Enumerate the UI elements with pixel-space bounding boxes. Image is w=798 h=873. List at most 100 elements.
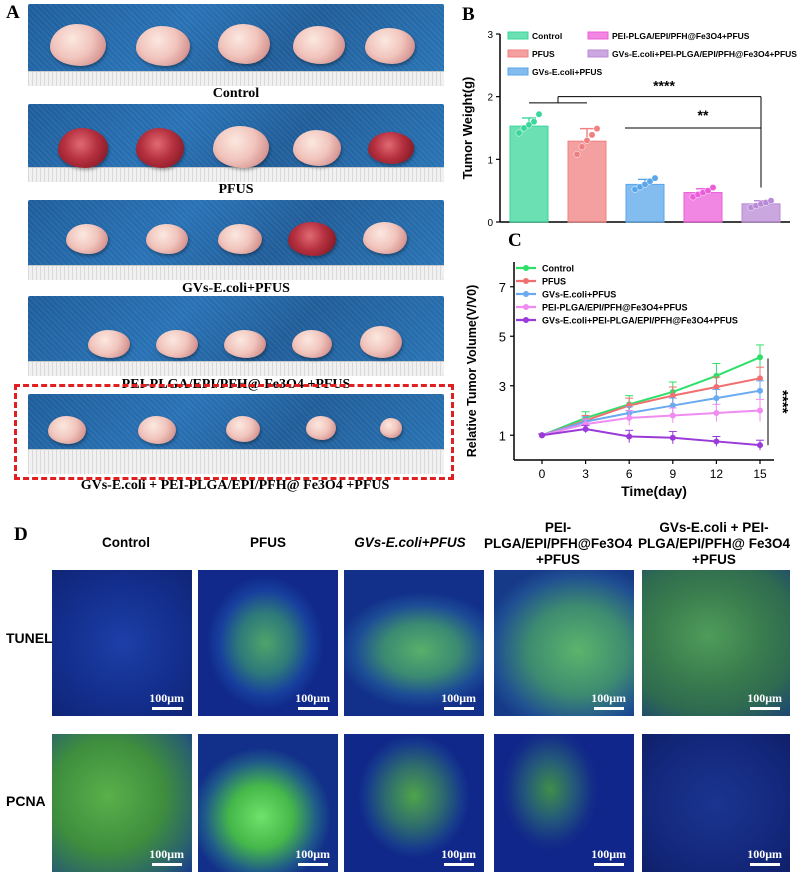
- scale-bar: 100μm: [295, 847, 330, 866]
- tumor: [218, 224, 262, 254]
- series-line: [541, 428, 761, 447]
- scale-label: 100μm: [441, 847, 476, 861]
- tumor: [50, 24, 106, 66]
- tunel-image-control: 100μm: [52, 570, 192, 716]
- data-point: [530, 118, 538, 126]
- tumor: [66, 224, 108, 254]
- panel-label-b: B: [462, 4, 475, 25]
- tumor: [365, 28, 415, 64]
- data-point: [669, 402, 676, 409]
- scale-bar: 100μm: [441, 847, 476, 866]
- scale-label: 100μm: [591, 691, 626, 705]
- data-point: [646, 177, 654, 185]
- tumor: [292, 330, 332, 358]
- ruler: [28, 167, 444, 182]
- data-point: [713, 395, 720, 402]
- sig-label: ****: [774, 390, 791, 414]
- tunel-image-gvs: 100μm: [344, 570, 484, 716]
- tumor: [363, 222, 407, 254]
- data-point: [757, 354, 763, 361]
- data-point: [757, 407, 763, 414]
- data-point: [757, 387, 763, 394]
- scale-bar: 100μm: [591, 691, 626, 710]
- legend-swatch: [507, 67, 529, 76]
- tumor: [368, 132, 414, 164]
- scale-bar: 100μm: [149, 691, 184, 710]
- data-point: [669, 392, 676, 399]
- data-point: [593, 125, 601, 133]
- tumor: [146, 224, 188, 254]
- data-point: [578, 143, 586, 151]
- series-line: [541, 409, 761, 437]
- x-tick-label: 0: [539, 467, 546, 481]
- tumor: [380, 418, 402, 438]
- row-header-tunel: TUNEL: [6, 630, 53, 646]
- tumor: [138, 416, 176, 444]
- y-tick-label: 5: [499, 329, 506, 344]
- tumor-photo-control: [28, 4, 444, 86]
- legend-marker: [523, 265, 529, 271]
- tumor: [156, 330, 198, 358]
- sig-label: **: [698, 107, 709, 123]
- legend-marker: [523, 278, 529, 284]
- y-tick-label: 3: [487, 30, 493, 41]
- pcna-image-control: 100μm: [52, 734, 192, 872]
- scale-bar: 100μm: [149, 847, 184, 866]
- data-point: [588, 131, 596, 139]
- legend-swatch: [507, 49, 529, 58]
- tumor-photo-pei: [28, 296, 444, 376]
- y-tick-label: 0: [487, 218, 493, 229]
- highlight-box: [14, 384, 454, 480]
- scale-bar: 100μm: [295, 691, 330, 710]
- data-point: [709, 184, 717, 191]
- data-point: [626, 414, 633, 421]
- scale-label: 100μm: [747, 691, 782, 705]
- column-header: PFUS: [249, 535, 286, 550]
- scale-bar: 100μm: [747, 847, 782, 866]
- y-axis-label: Relative Tumor Volume(V/V0): [465, 285, 479, 458]
- legend-label: PFUS: [542, 277, 566, 287]
- tumor: [288, 222, 336, 256]
- tunel-image-pfus: 100μm: [198, 570, 338, 716]
- x-tick-label: 6: [626, 467, 633, 481]
- legend-label: PFUS: [532, 49, 555, 59]
- legend-label: GVs-E.coli+PEI-PLGA/EPI/PFH@Fe3O4+PFUS: [612, 49, 797, 59]
- ruler: [28, 71, 444, 86]
- data-point: [583, 137, 591, 144]
- pcna-image-combo: 100μm: [642, 734, 790, 872]
- column-header: PEI-PLGA/EPI/PFH@Fe3O4 +PFUS: [484, 520, 633, 567]
- data-point: [651, 174, 659, 182]
- x-tick-label: 12: [710, 467, 724, 481]
- ruler: [28, 265, 444, 280]
- legend-label: PEI-PLGA/EPI/PFH@Fe3O4+PFUS: [542, 303, 688, 313]
- data-point: [626, 433, 633, 440]
- x-tick-label: 15: [753, 467, 767, 481]
- data-point: [713, 383, 720, 390]
- y-tick-label: 7: [499, 280, 506, 295]
- tumor: [293, 26, 345, 64]
- column-header: GVs-E.coli + PEI-PLGA/EPI/PFH@ Fe3O4 +PF…: [638, 520, 790, 567]
- legend-label: PEI-PLGA/EPI/PFH@Fe3O4+PFUS: [612, 31, 750, 41]
- column-header: GVs-E.coli+PFUS: [354, 535, 466, 550]
- tumor-photo-combo: [28, 394, 444, 474]
- tumor-photo-gvs: [28, 200, 444, 280]
- legend-swatch: [507, 31, 529, 40]
- scale-label: 100μm: [591, 847, 626, 861]
- y-axis-label: Tumor Weight(g): [460, 77, 475, 180]
- x-axis-label: Time(day): [621, 483, 687, 499]
- data-point: [767, 197, 775, 205]
- scale-label: 100μm: [295, 691, 330, 705]
- x-tick-label: 9: [669, 467, 676, 481]
- legend-label: Control: [532, 31, 562, 41]
- tumor: [88, 330, 130, 358]
- data-point: [704, 187, 712, 195]
- tumor: [58, 128, 108, 168]
- row-header-pcna: PCNA: [6, 793, 46, 809]
- scale-label: 100μm: [441, 691, 476, 705]
- sig-label: ****: [653, 77, 675, 93]
- tumor-volume-chart: 1 3 5 7 0 3 6 9 12 15 Time(day) Relative Tumor Volu…: [465, 262, 791, 499]
- scale-bar: 100μm: [591, 847, 626, 866]
- bar: [567, 140, 607, 223]
- legend-label: Control: [542, 264, 574, 274]
- data-point: [713, 409, 720, 416]
